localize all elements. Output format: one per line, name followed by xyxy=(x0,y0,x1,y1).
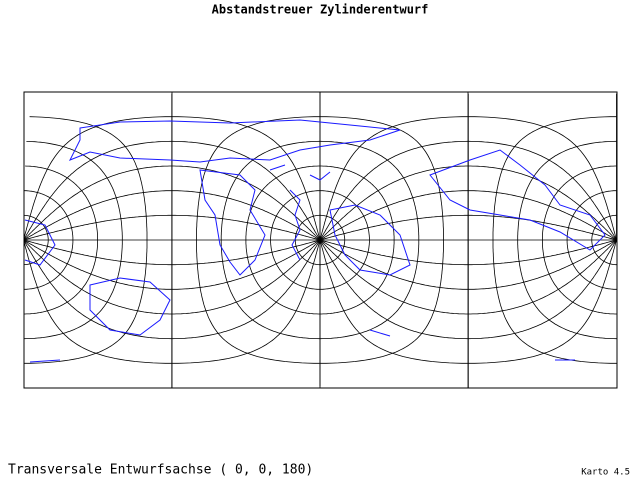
graticule-line xyxy=(24,116,617,364)
graticule-line xyxy=(24,190,617,290)
graticule-line xyxy=(24,214,617,266)
coastline xyxy=(89,277,171,336)
coastline xyxy=(329,204,411,276)
coastline xyxy=(24,164,575,363)
graticule-line xyxy=(24,140,617,340)
graticule-line xyxy=(24,165,617,315)
coastlines xyxy=(24,119,606,363)
coastline xyxy=(199,169,266,276)
map-title: Abstandstreuer Zylinderentwurf xyxy=(212,3,429,17)
coastline xyxy=(429,149,606,251)
version-label: Karto 4.5 xyxy=(581,468,630,478)
coastline xyxy=(68,119,401,163)
map-frame xyxy=(23,91,618,389)
projection-caption: Transversale Entwurfsachse ( 0, 0, 180) xyxy=(8,463,313,478)
graticule xyxy=(24,92,617,388)
